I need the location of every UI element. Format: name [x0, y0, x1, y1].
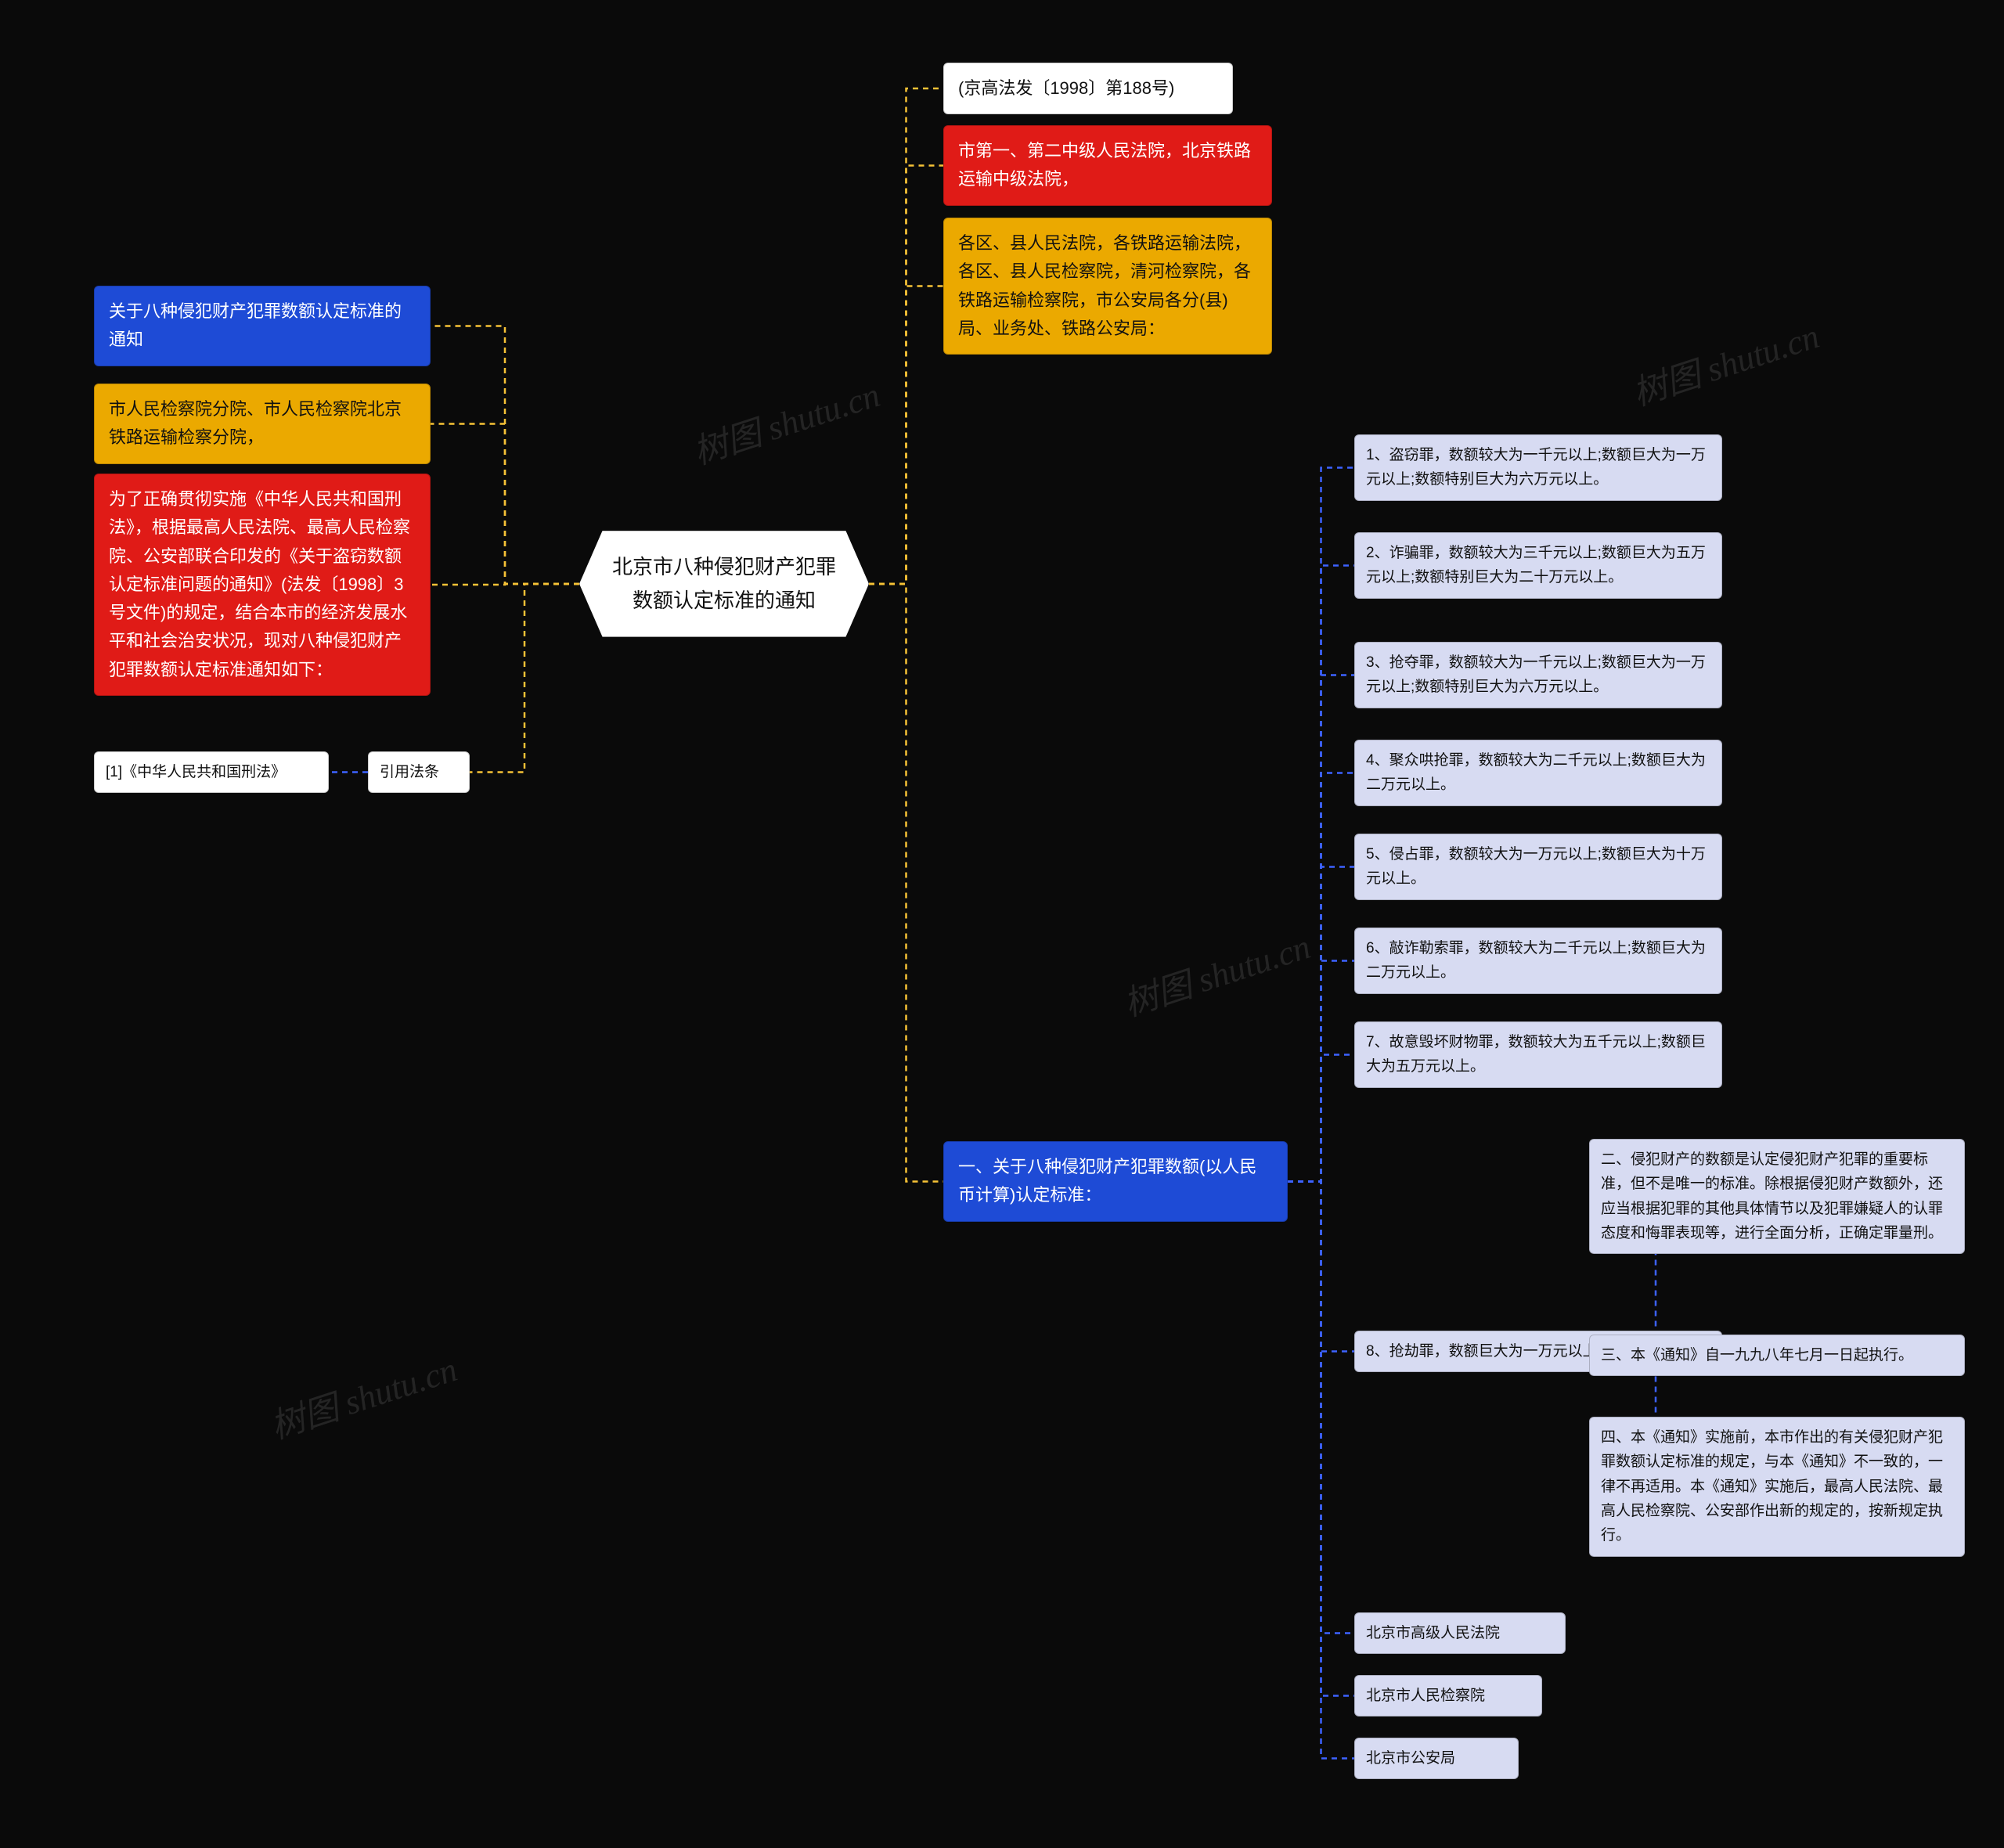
clause-3: 三、本《通知》自一九九八年七月一日起执行。	[1589, 1335, 1965, 1376]
crime-item-5: 5、侵占罪，数额较大为一万元以上;数额巨大为十万元以上。	[1354, 834, 1722, 900]
crime-item-4: 4、聚众哄抢罪，数额较大为二千元以上;数额巨大为二万元以上。	[1354, 740, 1722, 806]
root-node: 北京市八种侵犯财产犯罪数额认定标准的通知	[579, 531, 869, 637]
left-prosecutor-branches: 市人民检察院分院、市人民检察院北京铁路运输检察分院，	[94, 384, 431, 464]
crime-item-6: 6、敲诈勒索罪，数额较大为二千元以上;数额巨大为二万元以上。	[1354, 928, 1722, 994]
watermark: 树图 shutu.cn	[1625, 308, 1825, 415]
issuer-high-court: 北京市高级人民法院	[1354, 1612, 1566, 1654]
crime-item-7: 7、故意毁坏财物罪，数额较大为五千元以上;数额巨大为五万元以上。	[1354, 1021, 1722, 1088]
clause-4: 四、本《通知》实施前，本市作出的有关侵犯财产犯罪数额认定标准的规定，与本《通知》…	[1589, 1417, 1965, 1557]
section-1-heading: 一、关于八种侵犯财产犯罪数额(以人民币计算)认定标准：	[943, 1141, 1288, 1222]
watermark: 树图 shutu.cn	[263, 1341, 463, 1448]
watermark: 树图 shutu.cn	[686, 366, 885, 474]
addressee-courts: 市第一、第二中级人民法院，北京铁路运输中级法院，	[943, 125, 1272, 206]
left-preamble: 为了正确贯彻实施《中华人民共和国刑法》，根据最高人民法院、最高人民检察院、公安部…	[94, 474, 431, 696]
crime-item-1: 1、盗窃罪，数额较大为一千元以上;数额巨大为一万元以上;数额特别巨大为六万元以上…	[1354, 434, 1722, 501]
crime-item-2: 2、诈骗罪，数额较大为三千元以上;数额巨大为五万元以上;数额特别巨大为二十万元以…	[1354, 532, 1722, 599]
addressee-districts: 各区、县人民法院，各铁路运输法院，各区、县人民检察院，清河检察院，各铁路运输检察…	[943, 218, 1272, 355]
citation-item: [1]《中华人民共和国刑法》	[94, 751, 329, 793]
issuer-police: 北京市公安局	[1354, 1738, 1519, 1779]
mindmap-canvas: 北京市八种侵犯财产犯罪数额认定标准的通知 关于八种侵犯财产犯罪数额认定标准的通知…	[0, 0, 2004, 1848]
doc-number: (京高法发〔1998〕第188号)	[943, 63, 1233, 114]
citation-label: 引用法条	[368, 751, 470, 793]
crime-item-3: 3、抢夺罪，数额较大为一千元以上;数额巨大为一万元以上;数额特别巨大为六万元以上…	[1354, 642, 1722, 708]
watermark: 树图 shutu.cn	[1116, 918, 1316, 1025]
issuer-procuratorate: 北京市人民检察院	[1354, 1675, 1542, 1717]
left-notice-title: 关于八种侵犯财产犯罪数额认定标准的通知	[94, 286, 431, 366]
clause-2: 二、侵犯财产的数额是认定侵犯财产犯罪的重要标准，但不是唯一的标准。除根据侵犯财产…	[1589, 1139, 1965, 1254]
